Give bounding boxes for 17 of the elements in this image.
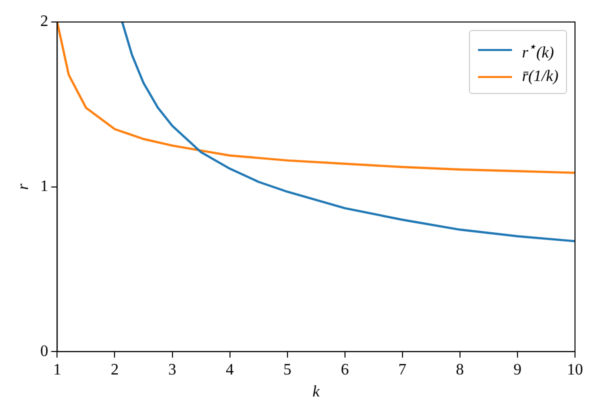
x-tick-label: 10 bbox=[567, 361, 583, 378]
x-tick-label: 7 bbox=[398, 361, 406, 378]
legend-label: r̄(1/k) bbox=[522, 67, 558, 88]
y-tick-label: 0 bbox=[40, 342, 48, 360]
x-tick-label: 1 bbox=[53, 361, 62, 378]
x-tick-label: 3 bbox=[168, 361, 176, 378]
y-tick-label: 1 bbox=[40, 178, 48, 196]
x-tick-label: 6 bbox=[340, 361, 349, 378]
x-tick-label: 4 bbox=[226, 361, 234, 378]
legend-label: r$^{⋆}$(k) bbox=[522, 38, 554, 64]
x-tick-label: 2 bbox=[110, 361, 119, 378]
x-tick-label: 9 bbox=[513, 361, 522, 378]
y-axis-title: r bbox=[14, 182, 32, 190]
y-tick-label: 2 bbox=[40, 13, 48, 30]
x-tick-label: 8 bbox=[456, 361, 464, 378]
x-tick-label: 5 bbox=[283, 361, 292, 378]
x-axis-title: k bbox=[312, 384, 321, 401]
